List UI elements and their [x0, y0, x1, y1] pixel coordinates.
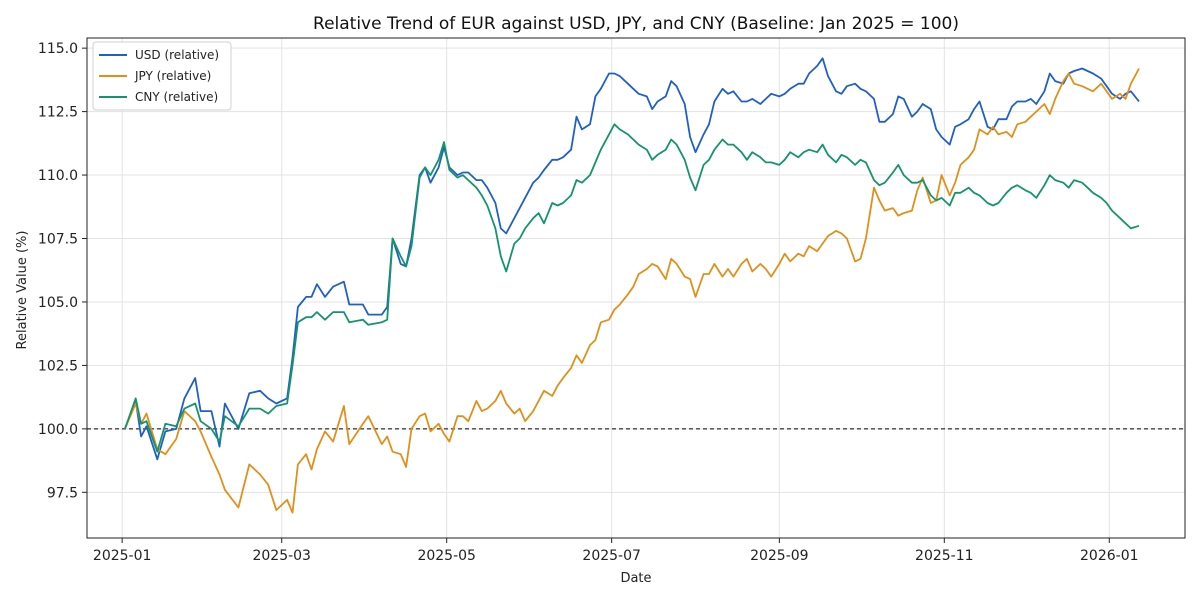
grid — [87, 38, 1185, 538]
y-axis-label: Relative Value (%) — [15, 231, 30, 350]
x-tick-label: 2025-09 — [750, 548, 809, 564]
x-tick-label: 2025-03 — [252, 548, 311, 564]
y-tick-label: 112.5 — [38, 105, 78, 121]
series-line-usd — [124, 57, 1140, 461]
legend-label-jpy: JPY (relative) — [134, 69, 211, 83]
y-tick-label: 100.0 — [38, 422, 78, 438]
y-tick-label: 102.5 — [38, 358, 78, 374]
y-tick-label: 115.0 — [38, 41, 78, 57]
x-tick-label: 2025-11 — [915, 548, 974, 564]
legend: USD (relative) JPY (relative) CNY (relativ… — [92, 41, 232, 111]
y-tick-label: 110.0 — [38, 168, 78, 184]
series-layer — [124, 57, 1140, 514]
y-tick-label: 105.0 — [38, 295, 78, 311]
legend-label-usd: USD (relative) — [135, 48, 219, 62]
x-axis-label: Date — [620, 571, 651, 586]
legend-box — [92, 41, 232, 111]
series-line-cny — [124, 123, 1140, 453]
series-line-jpy — [124, 68, 1140, 514]
x-axis: 2025-01 2025-03 2025-05 2025-07 2025-09 2025-… — [93, 538, 1139, 564]
y-tick-label: 97.5 — [47, 485, 78, 501]
x-tick-label: 2025-01 — [93, 548, 152, 564]
legend-label-cny: CNY (relative) — [135, 90, 218, 104]
x-tick-label: 2026-01 — [1080, 548, 1139, 564]
y-tick-label: 107.5 — [38, 232, 78, 248]
chart-title: Relative Trend of EUR against USD, JPY, … — [313, 14, 959, 34]
x-tick-label: 2025-05 — [417, 548, 476, 564]
plot-frame — [86, 37, 1186, 539]
y-axis: 97.5 100.0 102.5 105.0 107.5 110.0 112.5 115.0 — [38, 41, 87, 501]
x-tick-label: 2025-07 — [582, 548, 641, 564]
